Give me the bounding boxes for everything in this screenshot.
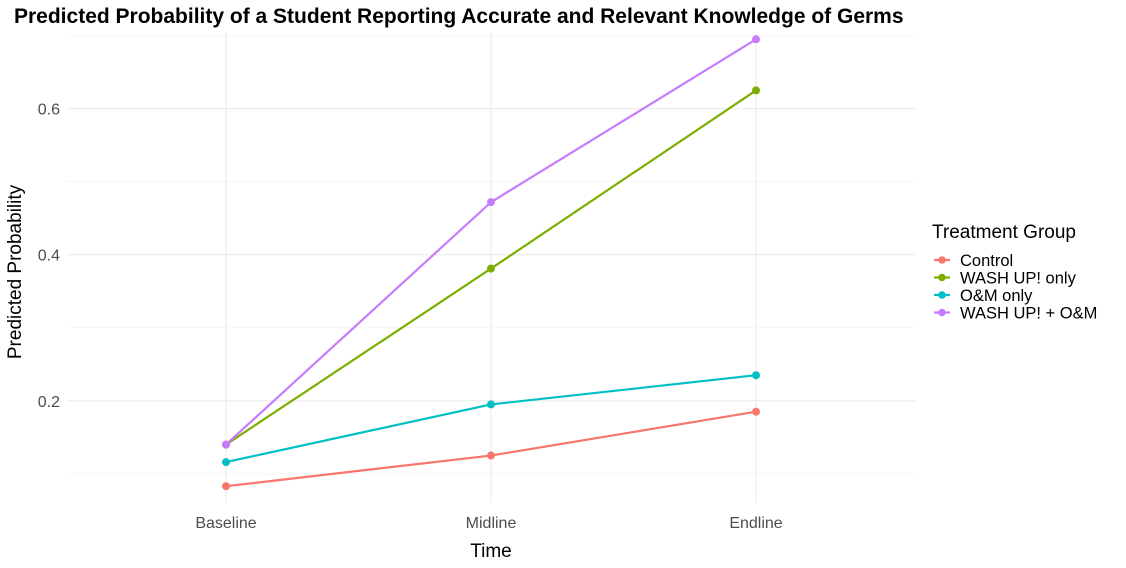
legend-item: O&M only [934,287,1033,305]
legend-key-point [938,273,946,282]
data-point [222,458,230,467]
chart-title: Predicted Probability of a Student Repor… [14,5,904,28]
data-point [752,35,760,44]
legend-label: Control [960,252,1013,270]
legend-label: O&M only [960,287,1033,305]
legend-key-point [938,308,946,317]
data-point [752,86,760,95]
series-0 [222,407,760,491]
legend-key-point [938,291,946,299]
legend-key-point [938,256,946,264]
x-axis-title: Time [470,541,512,562]
data-point [487,198,495,207]
x-axis-ticks: Baseline Midline Endline [195,515,782,532]
y-tick-label: 0.2 [38,394,60,411]
legend-label: WASH UP! only [960,270,1077,288]
data-point [487,400,495,409]
legend-item: Control [934,252,1013,270]
data-point [752,407,760,416]
data-point [487,264,495,273]
y-axis-ticks: 0.2 0.4 0.6 [38,102,60,411]
y-tick-label: 0.4 [38,248,60,265]
data-point [487,451,495,460]
legend-item: WASH UP! + O&M [934,305,1097,323]
x-tick-label: Endline [729,515,782,532]
y-axis-title: Predicted Probability [5,184,26,359]
x-tick-label: Baseline [195,515,256,532]
legend-label: WASH UP! + O&M [960,305,1097,323]
data-point [752,371,760,380]
x-tick-label: Midline [466,515,517,532]
data-point [222,440,230,449]
y-tick-label: 0.6 [38,102,60,119]
series-layer [222,35,760,491]
series-3 [222,35,760,449]
series-2 [222,371,760,467]
legend-title: Treatment Group [932,222,1076,243]
legend-item: WASH UP! only [934,270,1077,288]
data-point [222,482,230,491]
